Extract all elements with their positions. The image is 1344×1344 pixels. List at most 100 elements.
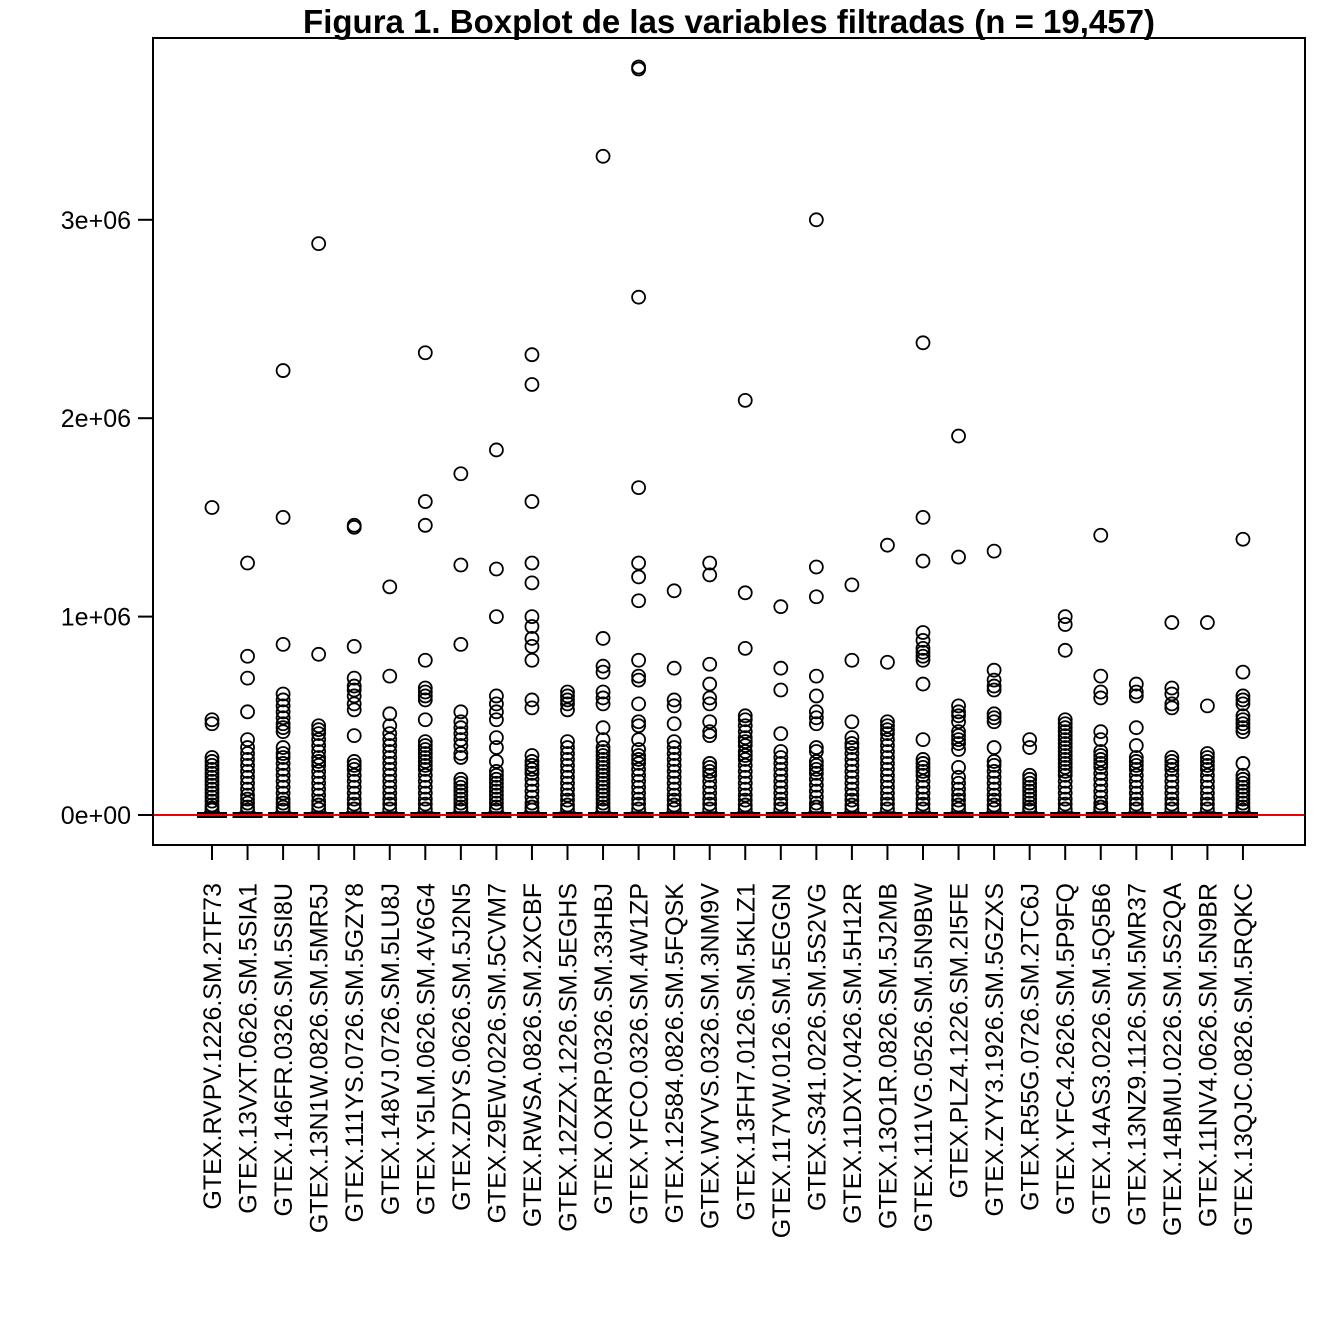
outlier-point bbox=[453, 738, 469, 753]
outlier-point bbox=[1128, 738, 1144, 753]
x-tick-label: GTEX.13N1W.0826.SM.5MR5J bbox=[306, 883, 334, 1233]
outlier-point bbox=[986, 662, 1002, 678]
outlier-point bbox=[1235, 692, 1251, 708]
outlier-point bbox=[773, 682, 789, 698]
outlier-point bbox=[382, 796, 398, 812]
outlier-point bbox=[204, 769, 220, 785]
outlier-point bbox=[702, 567, 718, 583]
outlier-point bbox=[986, 682, 1002, 698]
outlier-point bbox=[1128, 785, 1144, 801]
outlier-point bbox=[666, 769, 682, 785]
outlier-point bbox=[631, 714, 646, 730]
box-27 bbox=[1121, 676, 1152, 818]
outlier-point bbox=[1128, 761, 1144, 777]
outlier-point bbox=[275, 686, 291, 702]
outlier-point bbox=[560, 746, 575, 761]
outlier-point bbox=[1093, 684, 1109, 700]
outlier-point bbox=[204, 765, 220, 781]
outlier-point bbox=[595, 759, 611, 775]
outlier-point bbox=[915, 796, 931, 812]
outlier-point bbox=[631, 672, 646, 688]
outlier-point bbox=[844, 730, 860, 746]
outlier-point bbox=[844, 652, 860, 668]
outlier-point bbox=[737, 758, 753, 773]
outlier-point bbox=[240, 775, 255, 791]
outlier-point bbox=[453, 791, 469, 807]
outlier-point bbox=[1057, 720, 1073, 736]
outlier-point bbox=[346, 779, 362, 795]
outlier-point bbox=[702, 724, 718, 740]
box-10 bbox=[516, 347, 547, 818]
outlier-point bbox=[1057, 744, 1073, 759]
outlier-point bbox=[1164, 696, 1180, 712]
x-tick-label: GTEX.14BMU.0226.SM.5S2QA bbox=[1159, 883, 1187, 1236]
outlier-point bbox=[702, 555, 718, 571]
outlier-point bbox=[1200, 773, 1215, 789]
outlier-point bbox=[666, 716, 682, 732]
outlier-point bbox=[488, 767, 504, 783]
outlier-point bbox=[631, 593, 646, 609]
outlier-point bbox=[808, 777, 824, 793]
box-19 bbox=[836, 577, 867, 818]
outlier-point bbox=[1128, 796, 1144, 812]
outlier-point bbox=[1128, 779, 1144, 795]
outlier-point bbox=[1057, 785, 1073, 801]
outlier-point bbox=[240, 787, 255, 803]
box-28 bbox=[1156, 615, 1187, 818]
outlier-point bbox=[240, 752, 255, 767]
outlier-point bbox=[702, 696, 718, 712]
outlier-point bbox=[240, 704, 255, 720]
outlier-point bbox=[1022, 783, 1038, 799]
outlier-point bbox=[631, 796, 646, 812]
outlier-point bbox=[986, 775, 1002, 791]
outlier-point bbox=[808, 710, 824, 726]
x-tick-label: GTEX.12584.0826.SM.5FQSK bbox=[661, 883, 689, 1224]
outlier-point bbox=[560, 781, 575, 797]
outlier-point bbox=[951, 742, 966, 757]
outlier-point bbox=[844, 577, 860, 593]
outlier-point bbox=[453, 466, 469, 482]
outlier-point bbox=[275, 767, 291, 783]
outlier-point bbox=[880, 537, 895, 553]
outlier-point bbox=[275, 802, 291, 818]
outlier-point bbox=[1235, 708, 1251, 724]
outlier-point bbox=[986, 797, 1002, 813]
outlier-point bbox=[524, 652, 540, 668]
x-tick-label: GTEX.11DXY.0426.SM.5H12R bbox=[839, 883, 867, 1224]
outlier-point bbox=[1235, 791, 1251, 807]
outlier-point bbox=[631, 785, 646, 801]
outlier-point bbox=[346, 773, 362, 789]
outlier-point bbox=[417, 796, 433, 812]
outlier-point bbox=[773, 796, 789, 812]
outlier-point bbox=[311, 726, 327, 742]
outlier-point bbox=[737, 781, 753, 797]
outlier-point bbox=[204, 761, 220, 777]
outlier-point bbox=[595, 658, 611, 674]
outlier-point bbox=[1235, 771, 1251, 787]
outlier-point bbox=[488, 787, 504, 803]
outlier-point bbox=[595, 732, 611, 748]
x-tick-label: GTEX.PLZ4.1226.SM.2I5FE bbox=[946, 883, 974, 1198]
outlier-point bbox=[346, 702, 362, 718]
outlier-point bbox=[240, 670, 255, 686]
outlier-point bbox=[240, 555, 255, 571]
outlier-point bbox=[595, 148, 611, 164]
outlier-point bbox=[453, 771, 469, 787]
outlier-point bbox=[1235, 664, 1251, 680]
outlier-point bbox=[275, 692, 291, 708]
x-tick-label: GTEX.148VJ.0726.SM.5LU8J bbox=[377, 883, 405, 1215]
outlier-point bbox=[311, 775, 327, 791]
outlier-point bbox=[631, 767, 646, 783]
outlier-point bbox=[951, 759, 966, 775]
outlier-point bbox=[417, 684, 433, 700]
outlier-point bbox=[808, 754, 824, 769]
outlier-point bbox=[951, 797, 966, 813]
y-tick-label: 2e+06 bbox=[61, 405, 131, 433]
outlier-point bbox=[488, 561, 504, 577]
outlier-point bbox=[631, 756, 646, 771]
outlier-point bbox=[1057, 642, 1073, 658]
outlier-point bbox=[951, 698, 966, 714]
outlier-point bbox=[275, 746, 291, 761]
outlier-point bbox=[702, 785, 718, 801]
outlier-point bbox=[986, 672, 1002, 688]
